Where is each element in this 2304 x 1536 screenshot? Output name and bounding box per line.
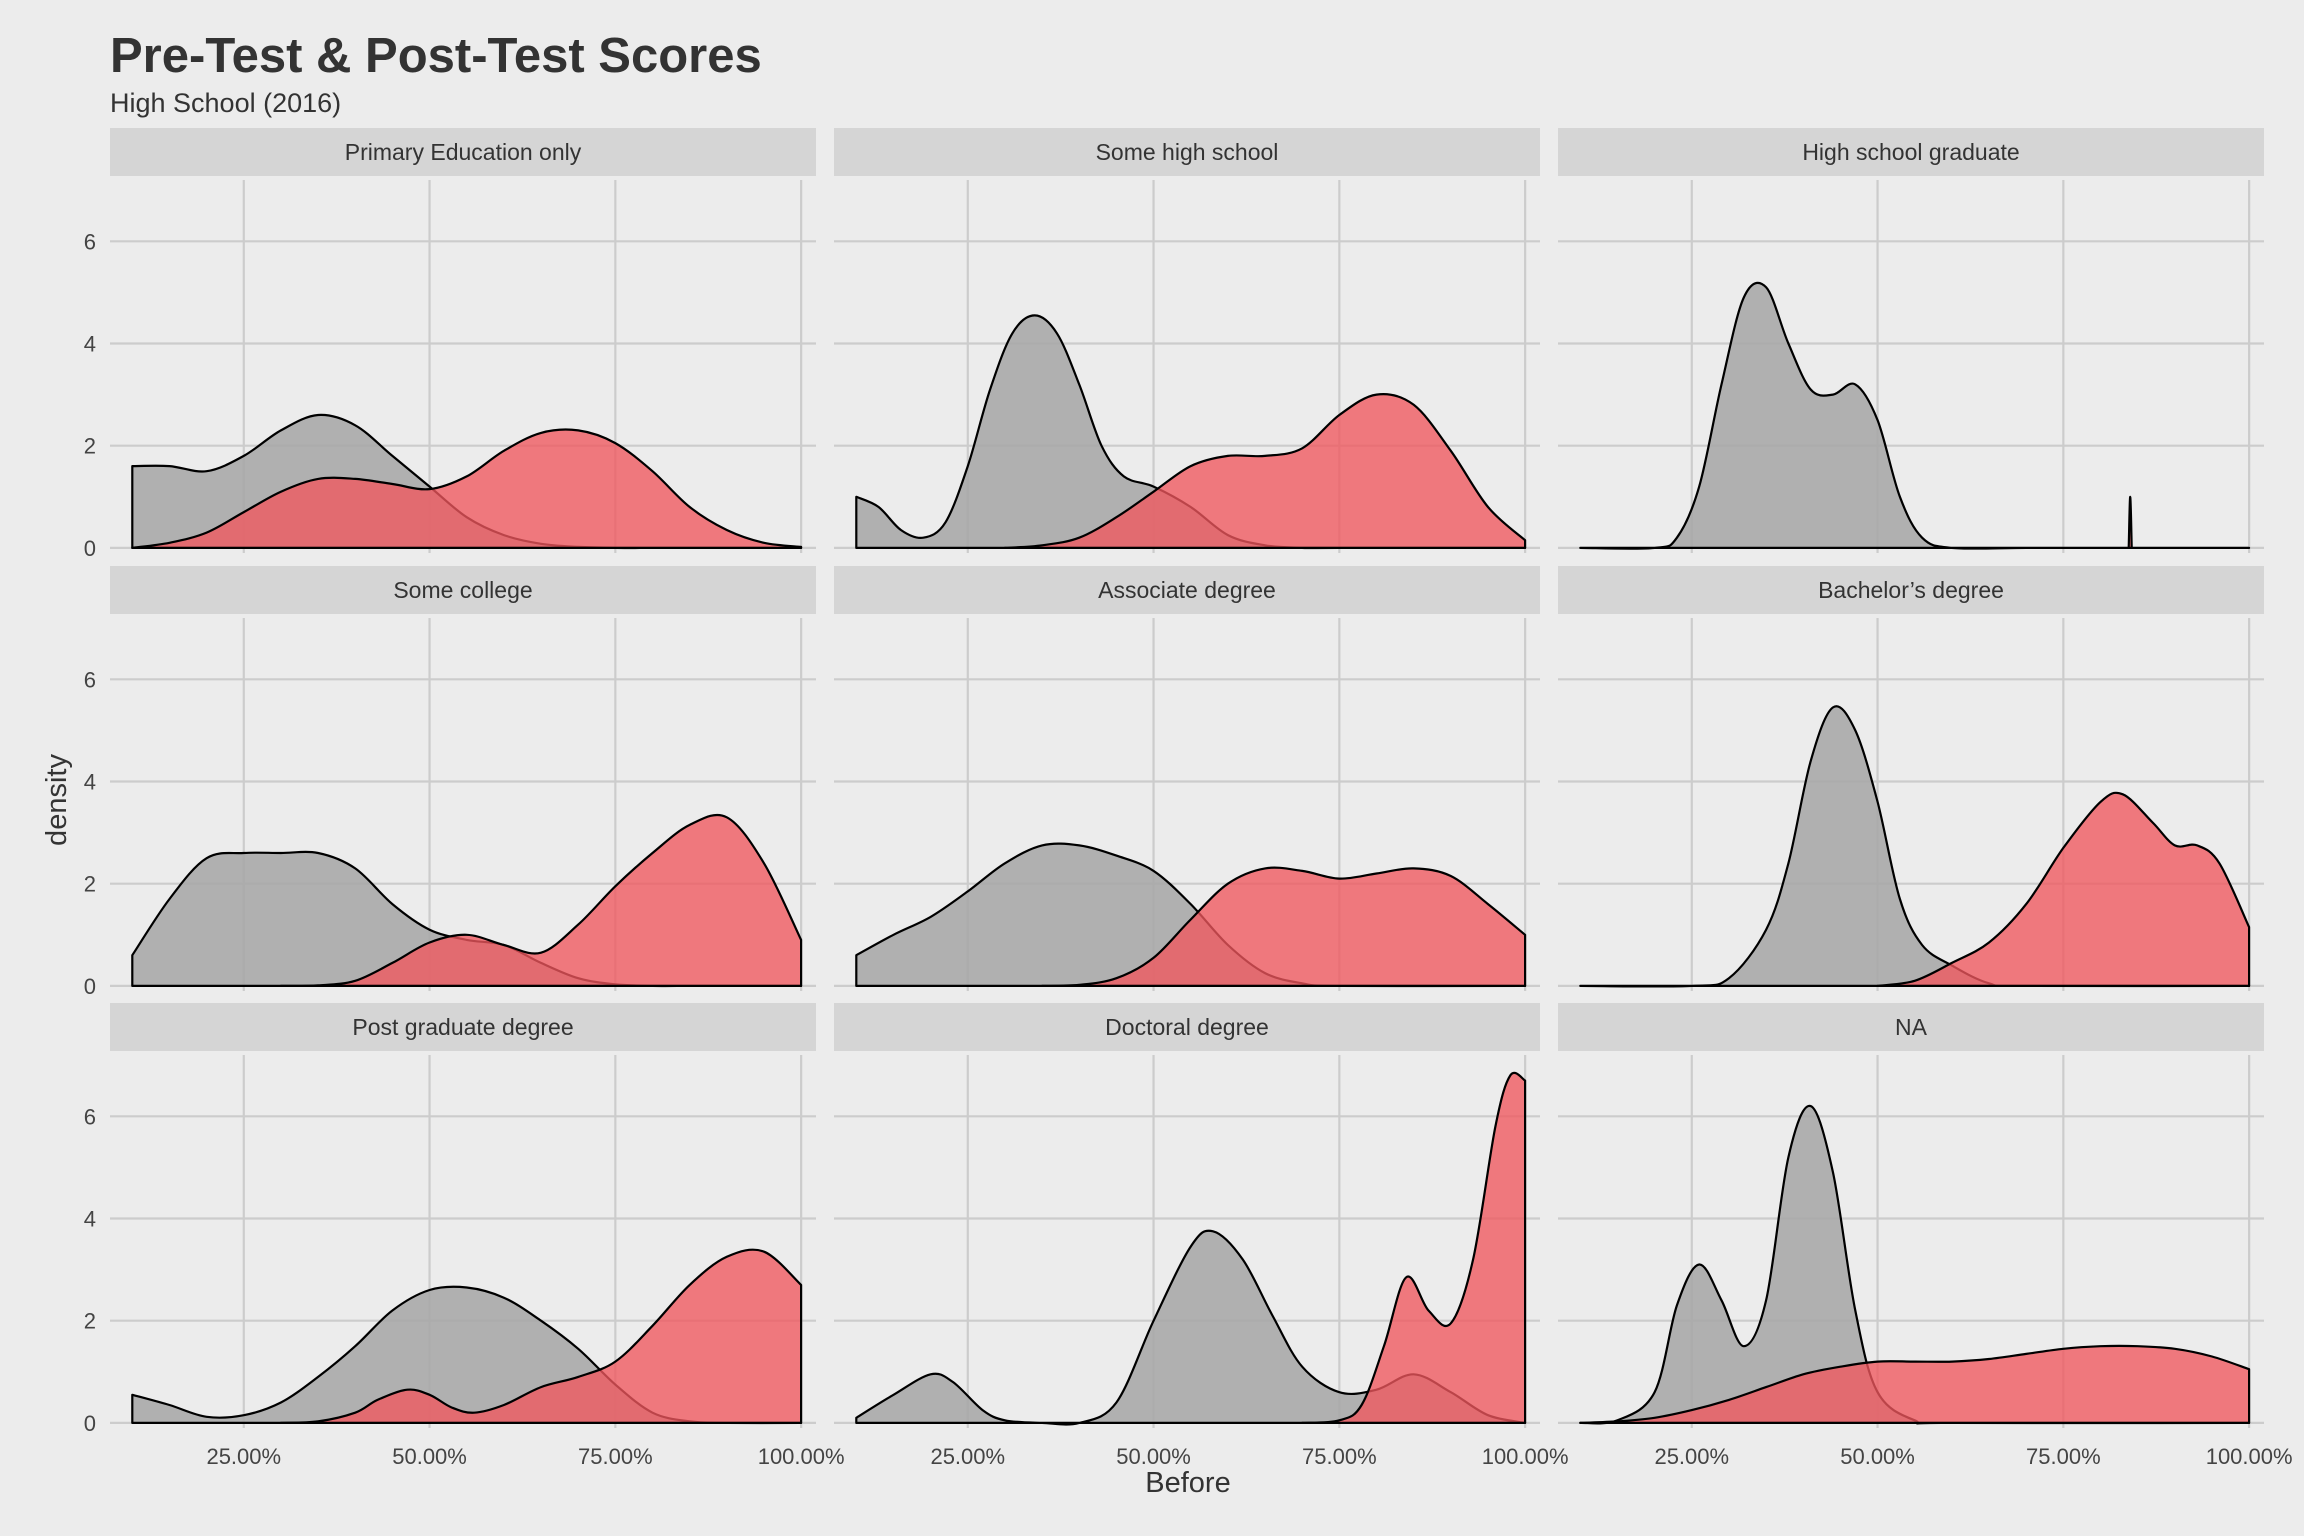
facet-strip (1558, 128, 2264, 176)
density-area-after (279, 1248, 803, 1424)
facet-strip-label: Some high school (1096, 139, 1279, 165)
y-tick-label: 2 (84, 872, 96, 897)
x-tick-label: 100.00% (1482, 1444, 1569, 1469)
facet-strip (1558, 1003, 2264, 1051)
facet-panel: High school graduate (1558, 128, 2264, 553)
facet-strip (1558, 566, 2264, 614)
density-area-after (1041, 866, 1527, 987)
chart-title: Pre-Test & Post-Test Scores (110, 29, 762, 83)
facet-panel: Bachelor’s degree (1558, 566, 2264, 991)
facet-strip (110, 128, 816, 176)
x-tick-label: 50.00% (1116, 1444, 1191, 1469)
facet-strip-label: Some college (393, 577, 532, 603)
facet-panel: Some college 0 2 4 6 (84, 566, 816, 999)
facet-strip-label: Post graduate degree (352, 1014, 573, 1040)
facet-grid: Primary Education only 0 2 4 6 Some high scho… (84, 128, 2293, 1469)
facet-panel: Some high school (834, 128, 1540, 553)
facet-strip-label: Associate degree (1098, 577, 1276, 603)
facet-strip-label: Doctoral degree (1105, 1014, 1269, 1040)
facet-strip-label: Primary Education only (345, 139, 582, 165)
facet-strip (834, 566, 1540, 614)
y-tick-label: 4 (84, 1207, 96, 1232)
facet-panel: Post graduate degree 0 2 4 6 25.00% 50.00% 75.0… (84, 1003, 845, 1469)
density-area-before (1579, 281, 2251, 550)
density-area-after (1003, 393, 1527, 549)
density-area-after (1579, 1344, 2251, 1424)
y-tick-label: 6 (84, 229, 96, 254)
y-tick-label: 0 (84, 1411, 96, 1436)
facet-strip (834, 1003, 1540, 1051)
x-tick-label: 75.00% (2026, 1444, 2101, 1469)
facet-strip-label: High school graduate (1802, 139, 2019, 165)
density-area-after (1876, 791, 2251, 987)
y-tick-label: 0 (84, 536, 96, 561)
x-tick-label: 100.00% (758, 1444, 845, 1469)
facet-panel: NA 25.00% 50.00% 75.00% 100.00% (1558, 1003, 2293, 1469)
x-tick-label: 25.00% (1654, 1444, 1729, 1469)
x-tick-label: 75.00% (1302, 1444, 1377, 1469)
y-tick-label: 2 (84, 1309, 96, 1334)
x-tick-label: 75.00% (578, 1444, 653, 1469)
y-tick-label: 4 (84, 332, 96, 357)
facet-strip-label: NA (1895, 1014, 1928, 1040)
y-tick-label: 6 (84, 1104, 96, 1129)
facet-strip (110, 566, 816, 614)
y-tick-label: 6 (84, 667, 96, 692)
x-axis-title: Before (1145, 1467, 1230, 1499)
facet-panel: Primary Education only 0 2 4 6 (84, 128, 816, 561)
x-tick-label: 50.00% (1840, 1444, 1915, 1469)
facet-panel: Associate degree (834, 566, 1540, 991)
y-tick-label: 4 (84, 770, 96, 795)
density-area-after (2127, 495, 2133, 549)
density-area-after (1301, 1071, 1527, 1424)
y-axis-title: density (41, 754, 73, 846)
density-area-after (279, 813, 803, 988)
x-tick-label: 25.00% (930, 1444, 1005, 1469)
density-area-after (131, 428, 803, 549)
x-tick-label: 100.00% (2206, 1444, 2293, 1469)
y-tick-label: 2 (84, 434, 96, 459)
facet-panel: Doctoral degree 25.00% 50.00% 75.00% 100.00% (834, 1003, 1569, 1469)
facet-strip (834, 128, 1540, 176)
facet-strip (110, 1003, 816, 1051)
x-tick-label: 25.00% (206, 1444, 281, 1469)
x-tick-label: 50.00% (392, 1444, 467, 1469)
y-tick-label: 0 (84, 974, 96, 999)
facet-strip-label: Bachelor’s degree (1818, 577, 2004, 603)
chart-subtitle: High School (2016) (110, 88, 341, 118)
